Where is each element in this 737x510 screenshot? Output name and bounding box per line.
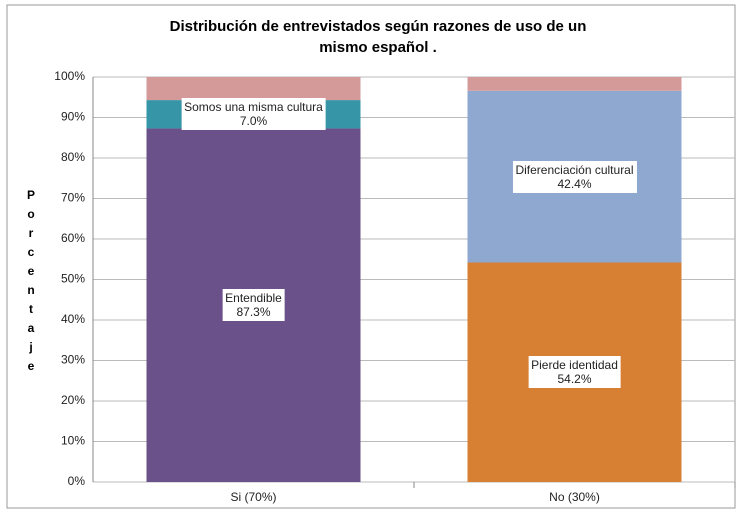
data-label: Diferenciación cultural 42.4% — [512, 160, 637, 193]
y-tick-label: 0% — [68, 474, 86, 488]
chart-frame — [6, 4, 736, 509]
y-tick-label: 10% — [61, 434, 85, 448]
label-line: 42.4% — [557, 176, 592, 191]
bar-segment — [467, 77, 682, 91]
label-line: Entendible — [225, 291, 282, 306]
label-line: Diferenciación cultural — [515, 162, 634, 177]
y-tick-label: 90% — [61, 110, 85, 124]
y-tick-label: 70% — [61, 191, 85, 205]
x-tick-label: No (30%) — [549, 490, 600, 504]
chart-title: Distribución de entrevistados según razo… — [169, 18, 587, 56]
y-tick-label: 20% — [61, 393, 85, 407]
label-line: 7.0% — [239, 114, 268, 129]
y-tick-label: 50% — [61, 272, 85, 286]
label-line: 54.2% — [557, 372, 592, 387]
label-line: 87.3% — [236, 305, 271, 320]
y-tick-label: 30% — [61, 353, 85, 367]
y-tick-label: 100% — [54, 69, 85, 83]
label-line: Pierde identidad — [531, 358, 618, 373]
x-tick-label: Si (70%) — [230, 490, 276, 504]
label-line: Somos una misma cultura — [184, 100, 323, 115]
data-label: Pierde identidad 54.2% — [528, 356, 621, 389]
data-label: Somos una misma cultura 7.0% — [181, 98, 326, 131]
bar-segment — [146, 77, 361, 101]
y-axis-label: Porcentaje — [27, 188, 36, 373]
y-tick-label: 40% — [61, 312, 85, 326]
y-tick-label: 60% — [61, 231, 85, 245]
data-label: Entendible 87.3% — [222, 289, 285, 322]
y-tick-label: 80% — [61, 150, 85, 164]
